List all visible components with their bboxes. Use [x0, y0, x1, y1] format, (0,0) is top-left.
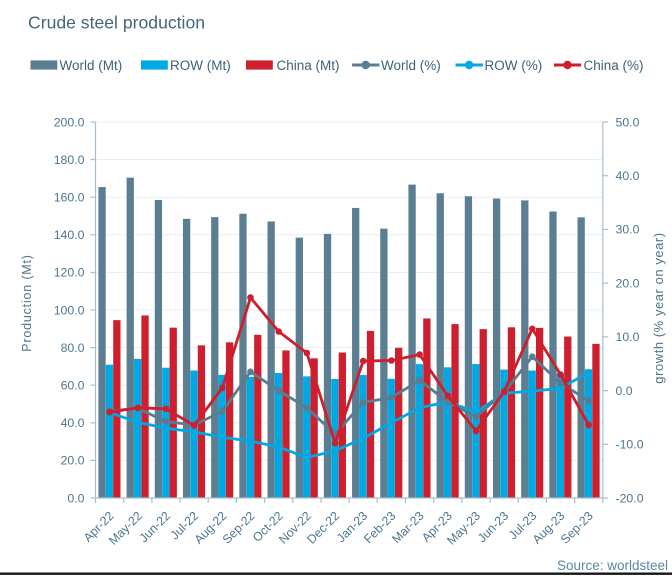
svg-text:0.0: 0.0: [67, 491, 84, 505]
svg-text:China (Mt): China (Mt): [277, 58, 340, 73]
svg-text:World (Mt): World (Mt): [60, 58, 123, 73]
svg-text:80.0: 80.0: [61, 341, 85, 355]
svg-text:10.0: 10.0: [616, 330, 640, 344]
svg-text:ROW (%): ROW (%): [485, 58, 543, 73]
svg-text:-10.0: -10.0: [616, 438, 644, 452]
svg-text:China (%): China (%): [584, 58, 644, 73]
svg-text:140.0: 140.0: [54, 228, 85, 242]
svg-text:160.0: 160.0: [54, 191, 85, 205]
svg-text:ROW (Mt): ROW (Mt): [170, 58, 231, 73]
svg-text:Crude steel production: Crude steel production: [28, 13, 205, 33]
svg-text:50.0: 50.0: [616, 115, 640, 129]
svg-text:growth (% year on year): growth (% year on year): [651, 232, 666, 383]
svg-text:40.0: 40.0: [616, 169, 640, 183]
svg-text:40.0: 40.0: [61, 416, 85, 430]
svg-text:30.0: 30.0: [616, 223, 640, 237]
svg-text:Source: worldsteel: Source: worldsteel: [557, 558, 668, 573]
svg-text:200.0: 200.0: [54, 115, 85, 129]
svg-text:20.0: 20.0: [616, 276, 640, 290]
svg-text:-20.0: -20.0: [616, 491, 644, 505]
svg-text:Production (Mt): Production (Mt): [20, 254, 34, 351]
svg-text:20.0: 20.0: [61, 454, 85, 468]
svg-text:World (%): World (%): [381, 58, 441, 73]
svg-text:0.0: 0.0: [616, 384, 633, 398]
svg-text:60.0: 60.0: [61, 379, 85, 393]
svg-text:180.0: 180.0: [54, 153, 85, 167]
svg-text:100.0: 100.0: [54, 303, 85, 317]
svg-text:120.0: 120.0: [54, 266, 85, 280]
